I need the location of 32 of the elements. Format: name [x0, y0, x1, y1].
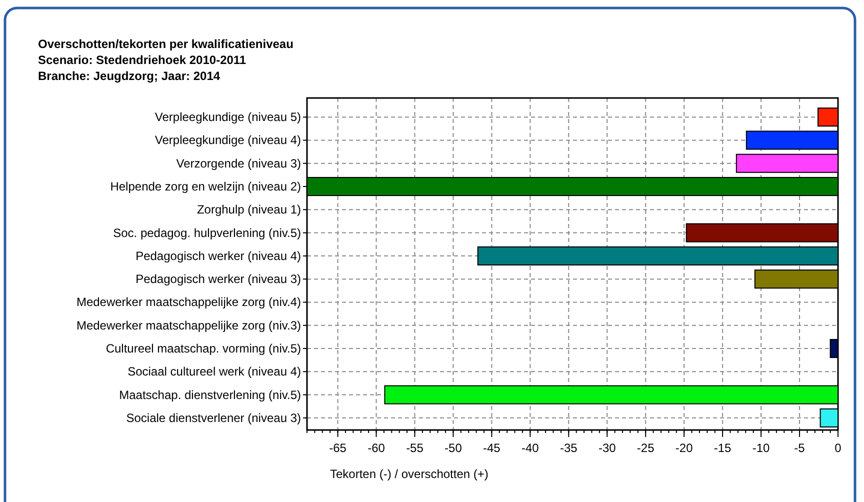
x-tick-label: -5: [794, 441, 806, 455]
y-tick-label: Maatschap. dienstverlening (niv.5): [119, 388, 301, 402]
x-tick-label: -50: [444, 441, 462, 455]
x-tick-label: -30: [598, 441, 616, 455]
y-tick-label: Verzorgende (niveau 3): [176, 156, 301, 170]
y-tick-label: Helpende zorg en welzijn (niveau 2): [110, 180, 301, 194]
text: Overschotten/tekorten per kwalificatieniveau: [38, 37, 294, 51]
text: Branche: Jeugdzorg; Jaar: 2014: [38, 69, 220, 83]
y-tick-label: Verpleegkundige (niveau 4): [154, 133, 301, 148]
x-tick-label: -25: [636, 441, 655, 455]
y-tick-label: Pedagogisch werker (niveau 3): [136, 272, 302, 286]
y-tick-label: Soc. pedagog. hulpverlening (niv.5): [113, 226, 301, 240]
y-tick-label: Cultureel maatschap. vorming (niv.5): [106, 342, 302, 356]
x-tick-label: -65: [329, 441, 347, 455]
text: Scenario: Stedendriehoek 2010-2011: [38, 53, 246, 67]
y-tick-label: Pedagogisch werker (niveau 4): [136, 248, 302, 263]
y-tick-label: Medewerker maatschappelijke zorg (niv.3): [76, 318, 301, 332]
y-tick-label: Sociale dienstverlener (niveau 3): [126, 410, 301, 425]
y-tick-label: Sociaal cultureel werk (niveau 4): [128, 364, 301, 379]
x-tick-label: -40: [522, 441, 540, 455]
x-tick-label: -20: [675, 441, 694, 455]
x-tick-label: 0: [834, 441, 842, 455]
x-axis-title: Tekorten (-) / overschotten (+): [330, 467, 488, 481]
x-tick-label: -10: [752, 441, 770, 455]
y-tick-label: Medewerker maatschappelijke zorg (niv.4): [76, 295, 301, 310]
y-tick-label: Zorghulp (niveau 1): [196, 202, 301, 217]
x-tick-label: -55: [406, 441, 424, 455]
x-tick-label: -35: [560, 441, 578, 455]
x-tick-label: -15: [714, 441, 732, 455]
x-tick-label: -45: [483, 441, 501, 455]
x-tick-label: -60: [368, 441, 386, 455]
y-tick-label: Verpleegkundige (niveau 5): [154, 110, 301, 124]
